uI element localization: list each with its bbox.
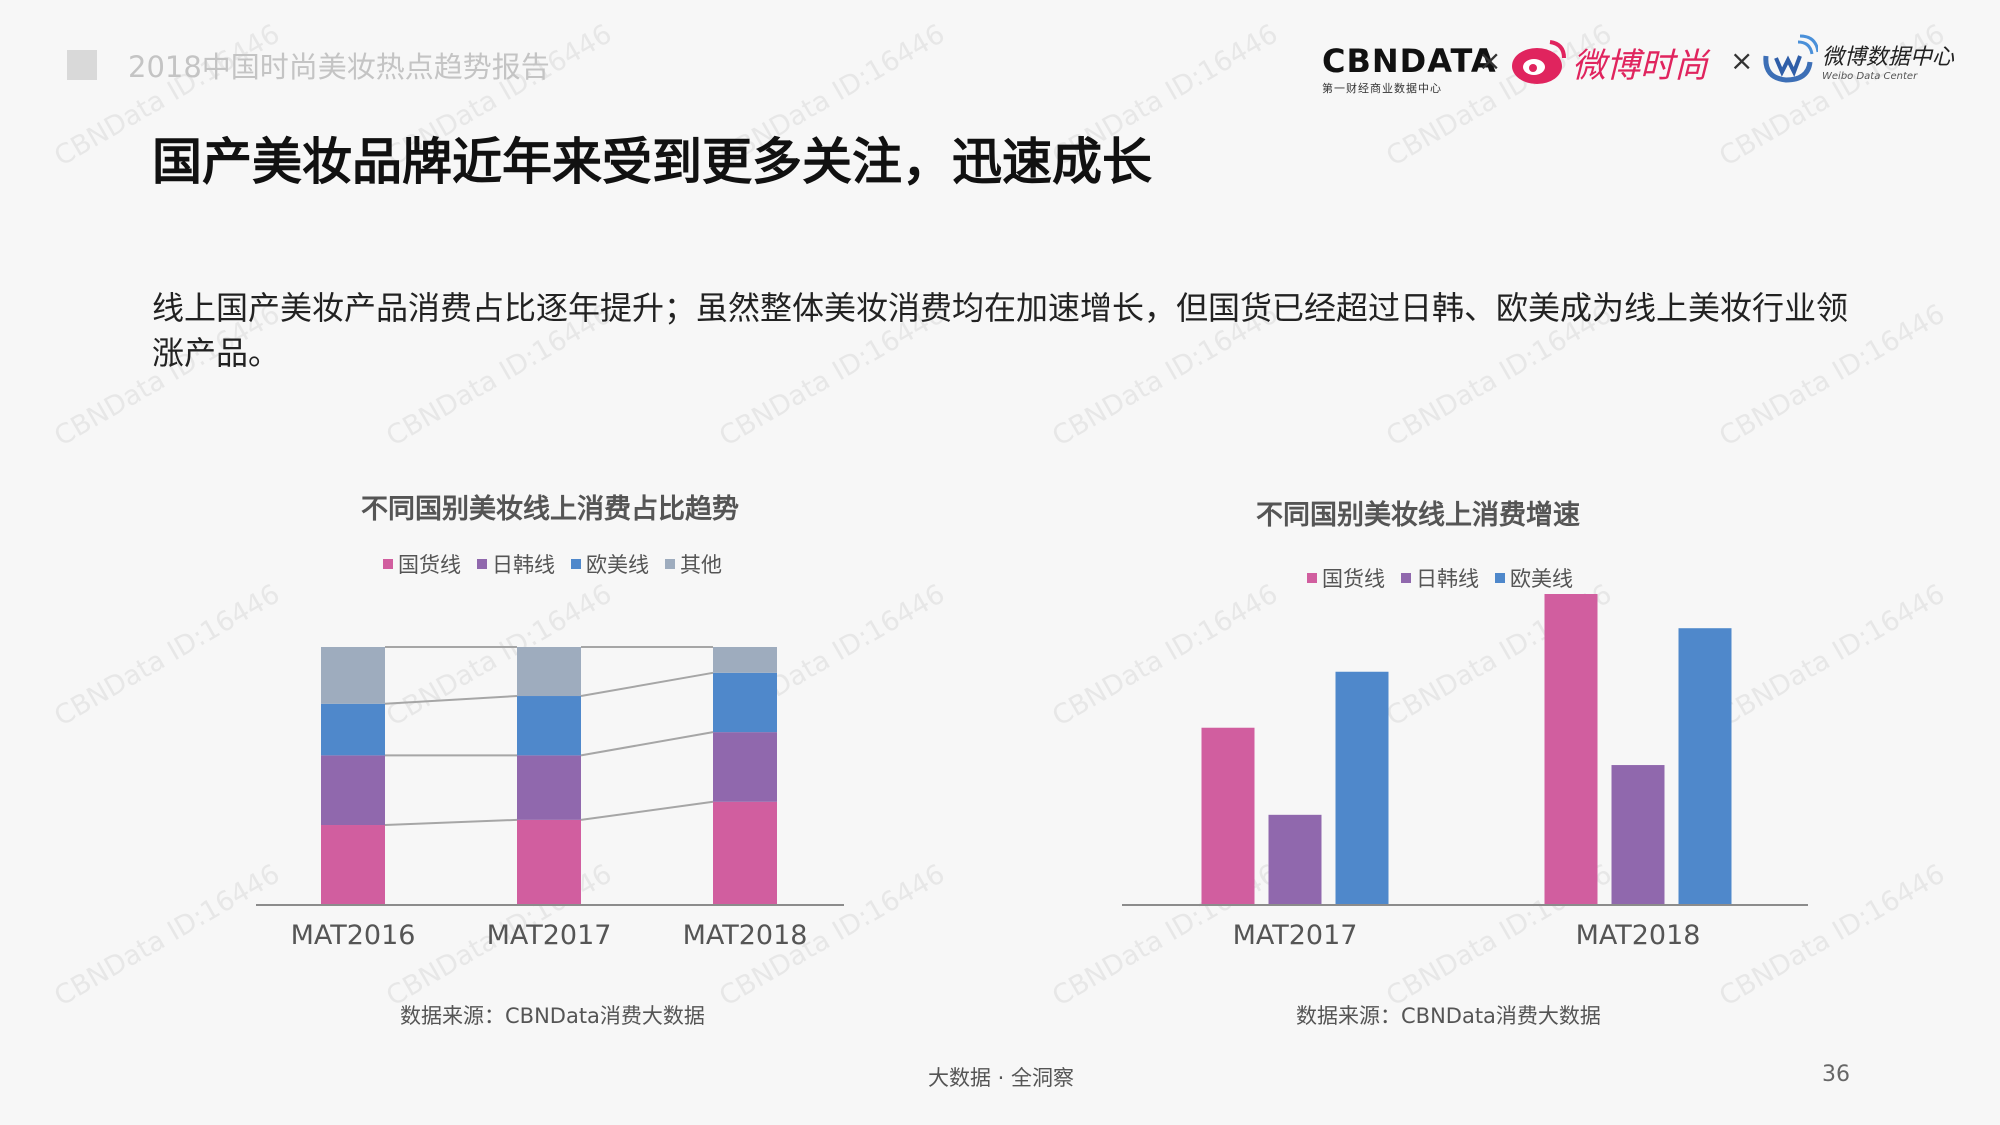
- legend-item: 日韩线: [477, 549, 555, 579]
- stacked-bar-segment: [713, 647, 777, 673]
- series-connector-line: [580, 671, 714, 698]
- bar: [1201, 727, 1255, 905]
- stacked-bar-segment: [517, 696, 581, 756]
- legend-item: 其他: [665, 549, 722, 579]
- legend-item: 欧美线: [571, 549, 649, 579]
- stacked-bar-segment: [713, 801, 777, 905]
- weibo-fashion-logo: 微博时尚: [1510, 36, 1708, 88]
- legend-item: 欧美线: [1495, 563, 1573, 593]
- chart1-title: 不同国别美妆线上消费占比趋势: [361, 494, 739, 525]
- stacked-bar-segment: [713, 672, 777, 733]
- series-connector-line: [580, 800, 714, 821]
- page-description: 线上国产美妆产品消费占比逐年提升；虽然整体美妆消费均在加速增长，但国货已经超过日…: [152, 289, 1849, 372]
- stacked-bar-segment: [321, 825, 385, 905]
- cbndata-logo-name: CBNDATA: [1322, 42, 1497, 80]
- bar: [1544, 594, 1598, 905]
- bar: [1678, 628, 1732, 905]
- legend-label: 欧美线: [586, 553, 649, 577]
- x-tick-label: MAT2017: [1233, 920, 1358, 951]
- x-tick-label: MAT2018: [1576, 920, 1701, 951]
- series-connector-line: [580, 731, 714, 757]
- stacked-bar-segment: [517, 755, 581, 820]
- legend-item: 国货线: [1307, 563, 1385, 593]
- cbndata-logo: CBNDATA 第一财经商业数据中心: [1322, 42, 1497, 96]
- stacked-bar-segment: [321, 703, 385, 756]
- stacked-bar-segment: [713, 732, 777, 802]
- legend-item: 日韩线: [1401, 563, 1479, 593]
- bar: [1611, 765, 1665, 905]
- series-connector-line: [384, 818, 518, 827]
- weibo-data-center-logo: 微博数据中心 Weibo Data Center: [1760, 34, 1954, 86]
- stacked-bar-segment: [321, 755, 385, 826]
- weibo-data-center-icon: [1763, 34, 1818, 83]
- chart1-legend: 国货线 日韩线 欧美线 其他: [383, 549, 722, 579]
- footer-slogan: 大数据 · 全洞察: [928, 1066, 1075, 1090]
- stacked-bar-segment: [321, 647, 385, 704]
- legend-label: 欧美线: [1510, 567, 1573, 591]
- weibo-eye-icon: [1512, 40, 1566, 84]
- chart2-legend: 国货线 日韩线 欧美线: [1307, 563, 1573, 593]
- x-tick-label: MAT2018: [683, 920, 808, 951]
- series-connector-line: [384, 695, 518, 705]
- times-icon: ×: [1730, 44, 1754, 77]
- bar: [1268, 814, 1322, 905]
- legend-swatch: [383, 559, 393, 569]
- legend-label: 其他: [680, 553, 722, 577]
- report-title: 2018中国时尚美妆热点趋势报告: [128, 50, 550, 84]
- legend-swatch: [1307, 573, 1317, 583]
- legend-label: 国货线: [398, 553, 461, 577]
- wdc-logo-en: Weibo Data Center: [1822, 70, 1918, 82]
- legend-label: 国货线: [1322, 567, 1385, 591]
- header-marker: [67, 50, 97, 80]
- stacked-bar-segment: [517, 647, 581, 697]
- times-icon: ×: [1478, 44, 1502, 77]
- chart2-source: 数据来源：CBNData消费大数据: [1296, 1004, 1601, 1028]
- x-tick-label: MAT2016: [291, 920, 416, 951]
- legend-item: 国货线: [383, 549, 461, 579]
- legend-label: 日韩线: [1416, 567, 1479, 591]
- chart1-source: 数据来源：CBNData消费大数据: [400, 1004, 705, 1028]
- legend-swatch: [665, 559, 675, 569]
- page-number: 36: [1822, 1062, 1850, 1087]
- x-tick-label: MAT2017: [487, 920, 612, 951]
- legend-swatch: [1495, 573, 1505, 583]
- legend-swatch: [1401, 573, 1411, 583]
- legend-swatch: [571, 559, 581, 569]
- stacked-bar-segment: [517, 819, 581, 905]
- legend-label: 日韩线: [492, 553, 555, 577]
- legend-swatch: [477, 559, 487, 569]
- weibo-fashion-logo-text: 微博时尚: [1572, 45, 1708, 86]
- wdc-logo-cn: 微博数据中心: [1822, 44, 1955, 70]
- cbndata-logo-subtitle: 第一财经商业数据中心: [1322, 82, 1442, 95]
- page-title: 国产美妆品牌近年来受到更多关注，迅速成长: [152, 133, 1152, 191]
- chart2-title: 不同国别美妆线上消费增速: [1256, 500, 1580, 531]
- bar: [1335, 671, 1389, 905]
